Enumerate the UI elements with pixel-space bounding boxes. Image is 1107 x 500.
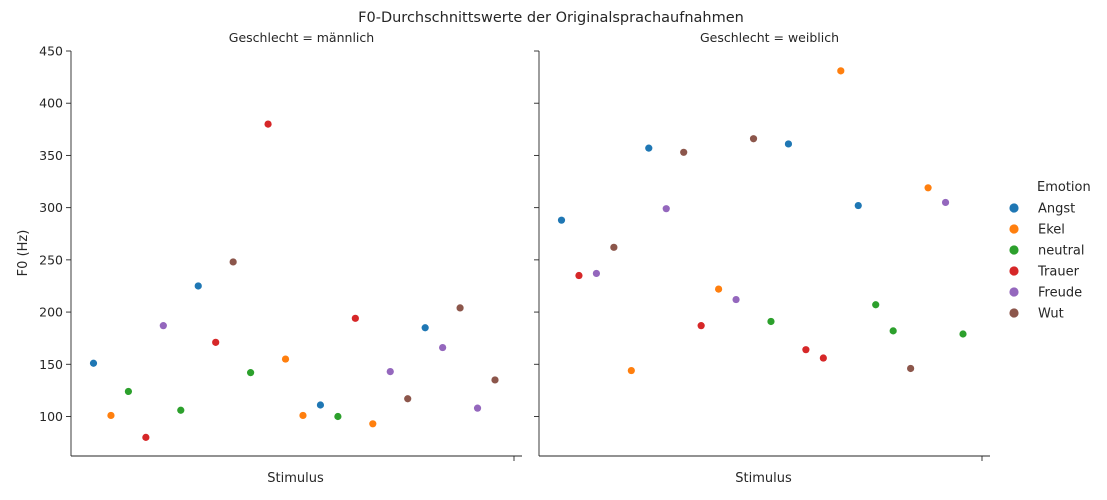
data-point: [124, 387, 133, 396]
legend-marker: [1009, 308, 1019, 318]
data-point: [959, 330, 967, 338]
facet-panels: 100 150 200 250 300 350 400 450 Geschlecht = män…: [39, 30, 990, 486]
data-point: [592, 269, 601, 278]
legend-label: Trauer: [1037, 265, 1080, 280]
data-point: [491, 376, 499, 384]
data-point: [142, 433, 150, 441]
data-point: [316, 401, 325, 409]
data-point: [662, 205, 670, 213]
legend-marker: [1009, 245, 1019, 255]
data-point: [872, 301, 880, 309]
data-point: [369, 420, 377, 428]
y-tick-label: 150: [39, 357, 63, 372]
data-point: [212, 338, 220, 346]
x-axis-label: Stimulus: [735, 471, 792, 486]
data-point: [749, 135, 758, 143]
data-point: [697, 322, 705, 330]
panel-title: Geschlecht = weiblich: [700, 30, 839, 45]
data-point: [924, 184, 932, 192]
data-point: [281, 355, 290, 363]
data-point: [610, 243, 618, 251]
legend-item: Angst: [1009, 202, 1075, 217]
data-point: [575, 271, 583, 280]
data-point: [784, 140, 793, 148]
data-point: [229, 258, 237, 266]
legend-label: Ekel: [1038, 223, 1065, 238]
y-tick-label: 450: [39, 44, 63, 59]
y-axis-label: F0 (Hz): [16, 230, 31, 277]
legend-item: Freude: [1009, 286, 1082, 301]
legend-label: Wut: [1038, 307, 1064, 322]
data-point: [351, 314, 359, 322]
data-point: [439, 343, 447, 352]
legend-label: neutral: [1038, 244, 1085, 259]
y-tick-label: 300: [39, 200, 63, 215]
legend-label: Angst: [1038, 202, 1075, 217]
x-axis-label: Stimulus: [267, 471, 324, 486]
panel-title: Geschlecht = männlich: [229, 30, 374, 45]
data-point: [473, 404, 482, 412]
legend-item: Ekel: [1009, 223, 1065, 238]
data-point: [767, 317, 775, 326]
data-point: [456, 304, 464, 312]
data-point: [645, 144, 653, 152]
legend-label: Freude: [1038, 286, 1082, 301]
legend-item: Trauer: [1009, 265, 1080, 280]
data-point: [941, 198, 950, 207]
data-point: [680, 148, 688, 156]
legend-item: Wut: [1009, 307, 1064, 322]
legend-marker: [1009, 266, 1019, 276]
data-point: [404, 395, 412, 403]
data-point: [264, 120, 272, 128]
data-point: [386, 367, 394, 376]
legend-marker: [1009, 224, 1019, 234]
data-point: [837, 67, 845, 75]
y-tick-label: 400: [39, 96, 63, 111]
data-point: [627, 366, 635, 375]
y-tick-label: 100: [39, 409, 63, 424]
data-point: [557, 216, 566, 224]
data-point: [159, 322, 167, 330]
data-point: [334, 412, 342, 421]
data-point: [732, 295, 740, 304]
chart-title: F0-Durchschnittswerte der Originalsprach…: [358, 10, 744, 26]
data-point: [819, 354, 827, 362]
data-point: [177, 406, 185, 414]
data-point: [802, 346, 810, 354]
legend: Emotion Angst Ekel neutral Trauer Freude Wut: [1009, 180, 1091, 322]
data-point: [107, 411, 115, 420]
data-point: [299, 411, 307, 420]
data-point: [89, 359, 98, 367]
legend-marker: [1009, 287, 1019, 297]
data-point: [854, 201, 862, 210]
data-point: [421, 324, 429, 332]
legend-item: neutral: [1009, 244, 1085, 259]
facet-panel: Geschlecht = weiblich Stimulus: [534, 30, 990, 486]
facet-panel: 100 150 200 250 300 350 400 450 Geschlecht = män…: [39, 30, 522, 486]
y-tick-label: 350: [39, 148, 63, 163]
data-point: [715, 285, 723, 293]
data-point: [194, 282, 202, 290]
legend-title: Emotion: [1037, 180, 1091, 195]
data-point: [889, 327, 897, 335]
legend-marker: [1009, 203, 1019, 213]
y-tick-label: 250: [39, 252, 63, 267]
y-tick-label: 200: [39, 305, 63, 320]
data-point: [247, 369, 255, 377]
data-point: [907, 364, 915, 373]
